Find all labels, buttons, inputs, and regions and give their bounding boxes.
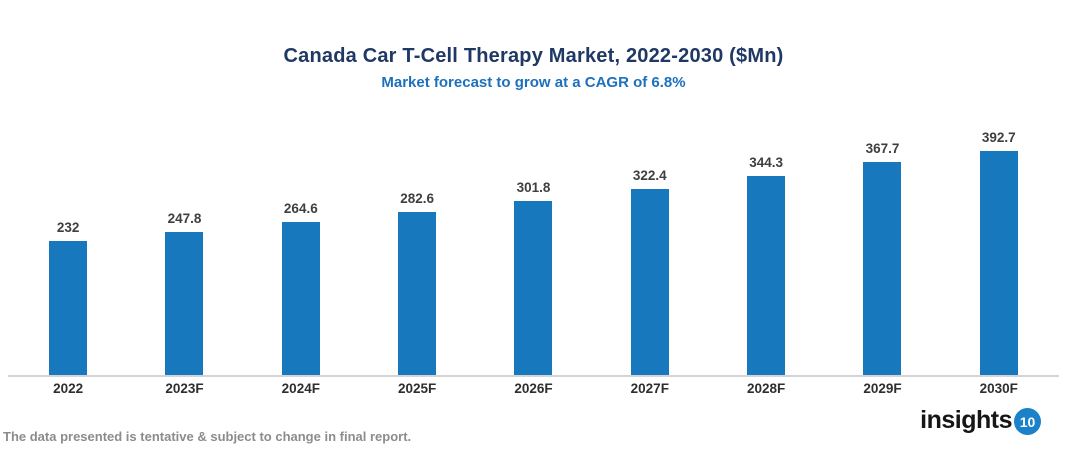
x-axis-tick-label: 2025F [398, 381, 437, 396]
bar [49, 241, 88, 375]
bar [398, 212, 437, 375]
bar-value-label: 322.4 [632, 168, 667, 183]
x-axis-tick-label: 2030F [979, 381, 1018, 396]
bar-value-label: 232 [56, 220, 80, 235]
bar [979, 151, 1018, 375]
x-axis-line [8, 375, 1059, 377]
chart-title: Canada Car T-Cell Therapy Market, 2022-2… [283, 45, 784, 67]
x-axis-tick-label: 2026F [514, 381, 553, 396]
bar-plot-area: 232 247.8 264.6 282.6 301.8 322.4 344.3 367.7 39… [10, 130, 1057, 375]
x-axis-tick-label: 2022 [53, 381, 84, 396]
bar-group: 344.3 [708, 130, 824, 375]
bar-value-label: 344.3 [749, 155, 784, 170]
bar-group: 282.6 [359, 130, 475, 375]
bar-group: 264.6 [243, 130, 359, 375]
x-axis-tick-label: 2023F [165, 381, 204, 396]
bar [281, 222, 320, 375]
x-axis-tick-label: 2028F [746, 381, 786, 396]
bar-group: 322.4 [592, 130, 708, 375]
bar [747, 176, 786, 375]
bar-group: 247.8 [126, 130, 242, 375]
bar [630, 189, 669, 375]
chart-subtitle: Market forecast to grow at a CAGR of 6.8… [381, 74, 686, 91]
bar-value-label: 301.8 [516, 180, 551, 195]
bar [165, 232, 204, 375]
bar-value-label: 282.6 [400, 191, 435, 206]
bar-value-label: 264.6 [283, 201, 318, 216]
disclaimer-text: The data presented is tentative & subjec… [3, 429, 412, 444]
bar-value-label: 367.7 [865, 141, 900, 156]
bar-group: 367.7 [824, 130, 940, 375]
logo-wordmark: insights [920, 405, 1012, 434]
bar-group: 301.8 [475, 130, 591, 375]
logo-badge-circle: 10 [1014, 408, 1041, 435]
x-axis-tick-label: 2029F [863, 381, 902, 396]
bar-value-label: 247.8 [167, 211, 202, 226]
bar-group: 232 [10, 130, 126, 375]
insights10-logo: insights 10 [920, 405, 1041, 435]
x-axis-labels: 2022 2023F 2024F 2025F 2026F 2027F 2028F 2029F 2… [10, 381, 1057, 396]
bar [863, 162, 902, 375]
bar-group: 392.7 [941, 130, 1057, 375]
bar-value-label: 392.7 [981, 130, 1016, 145]
bar [514, 201, 553, 375]
x-axis-tick-label: 2027F [630, 381, 669, 396]
x-axis-tick-label: 2024F [281, 381, 320, 396]
